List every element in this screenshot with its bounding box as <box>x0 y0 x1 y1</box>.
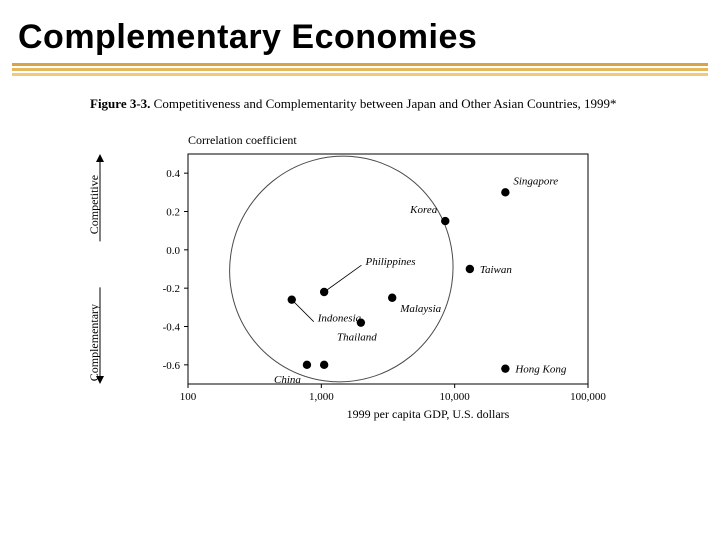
ytick-label: -0.4 <box>163 322 181 334</box>
point-taiwan <box>466 265 474 273</box>
slide-title: Complementary Economies <box>0 0 720 63</box>
point-label: Indonesia <box>317 313 362 325</box>
figure-number: Figure 3-3. <box>90 96 150 111</box>
point-label: Philippines <box>364 256 415 268</box>
ytick-label: 0.0 <box>166 245 180 257</box>
xtick-label: 1,000 <box>309 391 334 403</box>
point-label: Singapore <box>513 176 558 188</box>
rule-3 <box>12 73 708 76</box>
point-label: Malaysia <box>399 303 441 315</box>
ytick-label: -0.2 <box>163 283 180 295</box>
point-thailand <box>357 319 365 327</box>
x-axis-label: 1999 per capita GDP, U.S. dollars <box>347 407 510 421</box>
point-label: China <box>274 374 301 386</box>
point-unnamed <box>320 361 328 369</box>
point-malaysia <box>388 294 396 302</box>
point-label: Korea <box>409 204 438 216</box>
y-arrow-label-complementary: Complementary <box>90 304 101 381</box>
xtick-label: 100 <box>180 391 197 403</box>
figure-caption: Figure 3-3. Competitiveness and Compleme… <box>90 96 630 112</box>
ytick-label: -0.6 <box>163 360 181 372</box>
point-hong kong <box>501 365 509 373</box>
xtick-label: 100,000 <box>570 391 606 403</box>
point-label: Taiwan <box>480 264 513 276</box>
chart-svg: -0.6 -0.4 -0.2 0.0 0.2 0.4 100 1,000 10,000 100,0… <box>90 124 610 424</box>
scatter-chart: -0.6 -0.4 -0.2 0.0 0.2 0.4 100 1,000 10,000 100,0… <box>90 124 610 424</box>
y-axis-title: Correlation coefficient <box>188 133 297 147</box>
point-china <box>303 361 311 369</box>
y-arrow-label-competitive: Competitive <box>90 175 101 234</box>
figure-container: Figure 3-3. Competitiveness and Compleme… <box>0 78 720 424</box>
point-label: Thailand <box>337 332 377 344</box>
ytick-label: 0.2 <box>166 207 180 219</box>
xtick-label: 10,000 <box>440 391 471 403</box>
rule-1 <box>12 63 708 66</box>
rule-2 <box>12 68 708 71</box>
point-singapore <box>501 188 509 196</box>
title-underline-rules <box>0 63 720 76</box>
plot-frame <box>188 154 588 384</box>
figure-caption-text: Competitiveness and Complementarity betw… <box>154 96 617 111</box>
arrowhead-up <box>96 154 104 162</box>
ytick-label: 0.4 <box>166 168 180 180</box>
point-korea <box>441 217 449 225</box>
point-label: Hong Kong <box>514 364 567 376</box>
